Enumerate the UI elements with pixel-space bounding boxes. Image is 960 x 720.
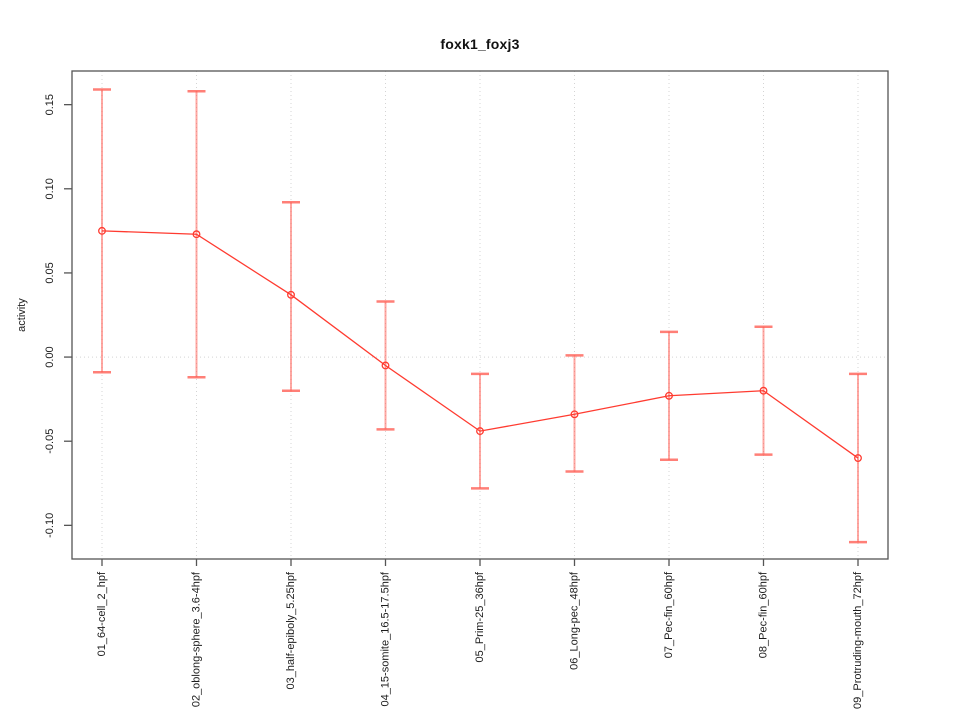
- data-point-marker: [476, 427, 484, 436]
- data-point-marker: [570, 410, 579, 419]
- x-tick-label: 03_half-epiboly_5.25hpf: [285, 571, 297, 689]
- y-tick-label: -0.05: [44, 429, 56, 454]
- y-tick-label: 0.05: [44, 262, 56, 283]
- data-line: [101, 230, 859, 459]
- data-point-marker: [98, 226, 106, 235]
- x-tick-label: 04_15-somite_16.5-17.5hpf: [380, 571, 392, 706]
- data-point-marker: [665, 391, 673, 400]
- x-tick-label: 01_64-cell_2_hpf: [96, 571, 108, 656]
- data-point-marker: [192, 230, 201, 239]
- data-point-marker: [759, 386, 768, 395]
- x-tick-label: 02_oblong-sphere_3.6-4hpf: [191, 571, 203, 707]
- data-point-marker: [287, 290, 295, 299]
- y-tick-label: -0.10: [44, 513, 56, 538]
- x-tick-label: 09_Protruding-mouth_72hpf: [852, 571, 864, 709]
- y-tick-label: 0.00: [44, 346, 56, 367]
- x-tick-label: 07_Pec-fin_60hpf: [663, 571, 675, 658]
- y-tick-label: 0.10: [44, 178, 56, 199]
- x-tick-label: 08_Pec-fin_60hpf: [758, 571, 770, 658]
- y-tick-label: 0.15: [44, 94, 56, 115]
- data-point-marker: [854, 454, 862, 462]
- x-tick-label: 05_Prim-25_36hpf: [474, 571, 486, 662]
- x-tick-label: 06_Long-pec_48hpf: [569, 571, 581, 670]
- chart-title: foxk1_foxj3: [440, 36, 520, 52]
- data-point-marker: [381, 361, 390, 370]
